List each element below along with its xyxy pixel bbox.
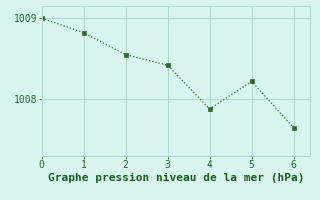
X-axis label: Graphe pression niveau de la mer (hPa): Graphe pression niveau de la mer (hPa) [48,173,304,183]
